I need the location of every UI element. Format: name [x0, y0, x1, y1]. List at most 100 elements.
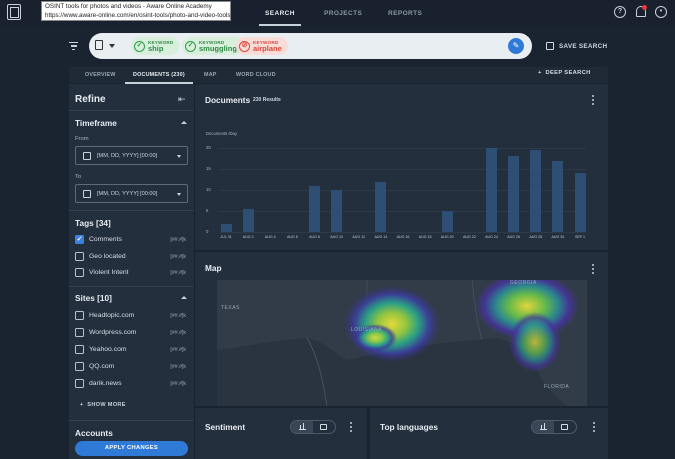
account-icon[interactable]: •	[655, 6, 667, 18]
map-label-texas: TEXAS	[221, 305, 240, 311]
keyword-chip-airplane[interactable]: ⊘ KEYWORD airplane	[236, 37, 288, 55]
nav-projects[interactable]: PROJECTS	[324, 9, 363, 17]
save-search-button[interactable]: SAVE SEARCH	[546, 41, 607, 51]
from-date-input[interactable]: [MM, DD, YYYY] [00:00]	[75, 146, 188, 165]
chart-view-button[interactable]	[532, 421, 554, 433]
block-icon: ⊘	[239, 40, 250, 52]
table-icon[interactable]	[320, 424, 327, 430]
show-more-label: SHOW MORE	[87, 402, 126, 408]
filter-count: [##.#]k	[170, 329, 186, 336]
nav-reports[interactable]: REPORTS	[388, 9, 423, 17]
accounts-title[interactable]: Accounts	[75, 428, 113, 438]
checkbox[interactable]	[75, 311, 84, 320]
notification-badge	[642, 5, 647, 10]
tab-overview[interactable]: OVERVIEW	[85, 72, 116, 78]
checkbox[interactable]	[75, 328, 84, 337]
timeframe-title[interactable]: Timeframe	[75, 118, 117, 128]
chart-bar[interactable]	[331, 190, 343, 232]
sites-title[interactable]: Sites [10]	[75, 293, 112, 303]
document-type-select[interactable]	[95, 40, 119, 52]
browser-tab-tooltip: OSINT tools for photos and videos - Awar…	[41, 1, 231, 21]
tags-title[interactable]: Tags [34]	[75, 218, 111, 228]
checkbox[interactable]	[75, 268, 84, 277]
sentiment-menu-icon[interactable]	[350, 422, 353, 432]
tag-filter-geo-located[interactable]: Geo located [##.#]k	[75, 252, 188, 263]
collapse-panel-icon[interactable]: ⇤	[178, 94, 186, 104]
edit-search-button[interactable]: ✎	[508, 38, 524, 54]
checkbox-checked[interactable]: ✓	[75, 235, 84, 244]
deep-search-button[interactable]: + DEEP SEARCH	[538, 70, 591, 76]
filter-label: Yeahoo.com	[89, 346, 127, 353]
filter-icon[interactable]	[69, 42, 78, 50]
sentiment-view-toggle[interactable]	[290, 420, 336, 434]
map-label-louisiana: LOUISIANA	[351, 327, 383, 333]
checkbox[interactable]	[75, 379, 84, 388]
languages-menu-icon[interactable]	[593, 422, 596, 432]
chart-bar[interactable]	[220, 223, 232, 232]
map-menu-icon[interactable]	[592, 264, 595, 274]
grid-line	[220, 211, 586, 212]
keyword-chip-smuggling[interactable]: ✓ KEYWORD smuggling	[182, 37, 243, 55]
bell-icon[interactable]	[636, 6, 646, 17]
filter-count: [##.#]k	[170, 236, 186, 243]
heatmap-map[interactable]: TEXAS LOUISIANA GEORGIA FLORIDA	[217, 280, 587, 406]
tab-documents[interactable]: DOCUMENTS (230)	[133, 72, 185, 78]
x-tick-label: AUG 10	[330, 235, 344, 239]
check-icon: ✓	[185, 40, 196, 52]
to-date-input[interactable]: [MM, DD, YYYY] [00:00]	[75, 184, 188, 203]
chevron-up-icon[interactable]	[181, 121, 187, 124]
chart-bar[interactable]	[441, 211, 453, 232]
checkbox[interactable]	[75, 345, 84, 354]
site-filter-yeahoo[interactable]: Yeahoo.com [##.#]k	[75, 345, 188, 356]
filter-label: Wordpress.com	[89, 329, 137, 336]
site-filter-headtopic[interactable]: Headtopic.com [##.#]k	[75, 311, 188, 322]
site-filter-wordpress[interactable]: Wordpress.com [##.#]k	[75, 328, 188, 339]
documents-menu-icon[interactable]	[592, 95, 595, 105]
documents-bar-chart	[220, 148, 586, 233]
chevron-up-icon[interactable]	[181, 296, 187, 299]
filter-label: Comments	[89, 236, 122, 243]
x-tick-label: AUG 26	[507, 235, 521, 239]
filter-label: Geo located	[89, 253, 126, 260]
chip-type: KEYWORD	[148, 39, 174, 45]
chart-bar[interactable]	[574, 173, 586, 232]
app-logo-icon[interactable]	[7, 4, 21, 20]
x-tick-label: AUG 20	[440, 235, 454, 239]
chart-bar[interactable]	[309, 185, 320, 232]
site-filter-qq[interactable]: QQ.com [##.#]k	[75, 362, 188, 373]
calendar-icon	[83, 152, 91, 160]
nav-search[interactable]: SEARCH	[259, 0, 301, 26]
chart-view-button[interactable]	[291, 421, 313, 433]
tag-filter-comments[interactable]: ✓ Comments [##.#]k	[75, 235, 188, 246]
chart-bar[interactable]	[552, 160, 564, 232]
tag-filter-violent-intent[interactable]: Violent Intent [##.#]k	[75, 268, 188, 279]
to-label: To	[75, 174, 82, 180]
help-icon[interactable]: ?	[614, 6, 626, 18]
checkbox[interactable]	[75, 252, 84, 261]
chart-bar[interactable]	[486, 148, 497, 232]
show-more-button[interactable]: + SHOW MORE	[80, 402, 126, 408]
document-icon	[95, 40, 103, 50]
y-tick-label: 15	[206, 166, 211, 171]
chart-bar[interactable]	[530, 150, 542, 232]
chart-bar[interactable]	[508, 156, 520, 232]
x-tick-label: AUG 4	[264, 235, 276, 239]
table-icon[interactable]	[561, 424, 568, 430]
tab-word-cloud[interactable]: WORD CLOUD	[236, 72, 276, 78]
chart-bar[interactable]	[242, 208, 254, 232]
x-tick-label: AUG 8	[309, 235, 320, 239]
chevron-down-icon	[177, 193, 181, 196]
from-label: From	[75, 136, 89, 142]
site-filter-darik[interactable]: darik.news [##.#]k	[75, 379, 188, 390]
filter-label: QQ.com	[89, 363, 115, 370]
chart-bar[interactable]	[375, 181, 387, 232]
languages-view-toggle[interactable]	[531, 420, 577, 434]
filter-label: darik.news	[89, 380, 122, 387]
checkbox[interactable]	[75, 362, 84, 371]
keyword-chip-ship[interactable]: ✓ KEYWORD ship	[131, 37, 180, 55]
refine-title: Refine	[75, 94, 106, 105]
x-tick-label: SEP 1	[574, 235, 586, 239]
apply-changes-button[interactable]: APPLY CHANGES	[75, 441, 188, 456]
x-tick-label: AUG 24	[485, 235, 498, 239]
tab-map[interactable]: MAP	[204, 72, 217, 78]
